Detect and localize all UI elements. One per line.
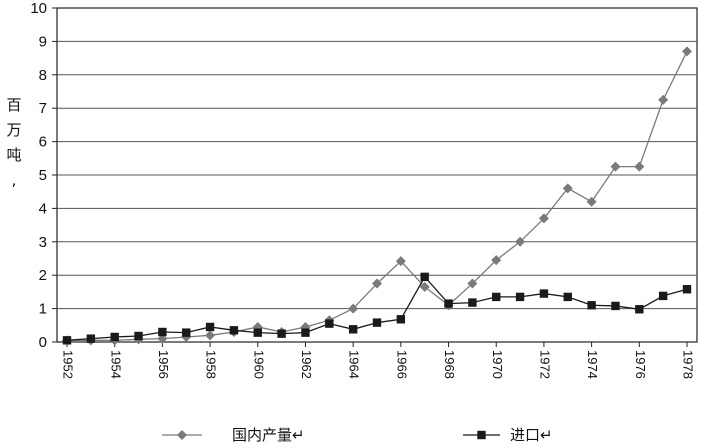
y-tick-label: 2 [39,267,47,284]
y-tick-label: 7 [39,100,47,117]
data-point [182,328,191,337]
y-tick-label: 4 [39,200,47,217]
data-point [253,328,262,337]
y-tick-label: 10 [30,0,47,17]
x-tick-label: 1958 [204,350,219,379]
x-axis-ticks: 1952 1954 1956 1958 1960 1962 1964 1966 1968 1970… [61,342,696,379]
y-axis-ticks: 0 1 2 3 4 5 6 7 8 9 10 [30,0,57,351]
x-tick-label: 1976 [633,350,648,379]
series-layer [62,46,692,346]
data-point [586,196,597,207]
data-point [682,285,692,294]
data-point [419,281,430,292]
y-tick-label: 1 [39,301,47,318]
y-axis-label-char: 吨 [6,146,21,164]
x-tick-label: 1954 [108,350,123,379]
y-tick-label: 3 [39,234,47,251]
y-tick-label: 8 [39,67,47,84]
x-tick-label: 1978 [681,350,696,379]
x-tick-label: 1966 [394,350,409,379]
data-point [635,305,644,314]
legend-item-1: 国内产量↵ [162,426,305,444]
data-point [562,183,573,194]
data-point [325,319,334,328]
data-point [205,322,215,332]
data-point [348,325,358,334]
data-point [658,94,669,105]
y-axis-label-char: , [12,171,17,189]
legend-marker [177,430,187,440]
data-point [205,330,216,341]
data-point [372,318,382,327]
legend-item-2: 进口↵ [463,426,553,444]
data-point [515,292,525,302]
y-tick-label: 9 [39,33,47,50]
data-point [395,256,406,267]
y-tick-label: 5 [39,167,47,184]
data-point [634,161,645,172]
x-tick-label: 1974 [585,350,600,379]
data-point [277,329,286,338]
data-point [658,291,668,301]
y-tick-label: 0 [39,334,47,351]
data-point [372,278,382,289]
x-tick-label: 1964 [347,350,362,379]
legend-label: 进口↵ [510,426,553,444]
y-axis-label-char: 万 [6,121,21,139]
data-point [468,298,477,307]
legend-label: 国内产量↵ [232,426,305,444]
data-point [348,303,359,314]
data-point [611,301,620,311]
x-tick-label: 1970 [490,350,505,379]
series-2 [62,272,692,345]
y-tick-label: 6 [39,134,47,151]
data-point [538,213,549,224]
x-tick-label: 1956 [156,350,171,379]
data-point [515,236,526,247]
legend-marker [477,430,486,440]
x-tick-label: 1960 [251,350,266,379]
data-point [682,46,692,57]
data-point [110,332,119,342]
data-point [467,278,478,289]
x-tick-label: 1972 [537,350,552,379]
data-point [62,336,72,345]
data-point [158,327,167,337]
data-point [396,315,406,324]
data-point [587,301,596,310]
legend: 国内产量↵ 进口↵ [162,426,553,444]
data-point [539,289,549,298]
x-tick-label: 1968 [442,350,457,379]
data-point [134,331,143,341]
data-point [563,292,572,302]
data-point [420,272,429,282]
data-point [229,326,239,335]
data-point [491,255,502,266]
data-point [610,161,621,172]
y-axis-label: 百万吨, [6,96,21,189]
x-tick-label: 1952 [61,350,76,379]
y-axis-label-char: 百 [6,96,21,114]
data-point [444,299,453,308]
data-point [492,292,501,302]
data-point [86,334,96,343]
data-point [301,328,310,337]
x-tick-label: 1962 [299,350,314,379]
